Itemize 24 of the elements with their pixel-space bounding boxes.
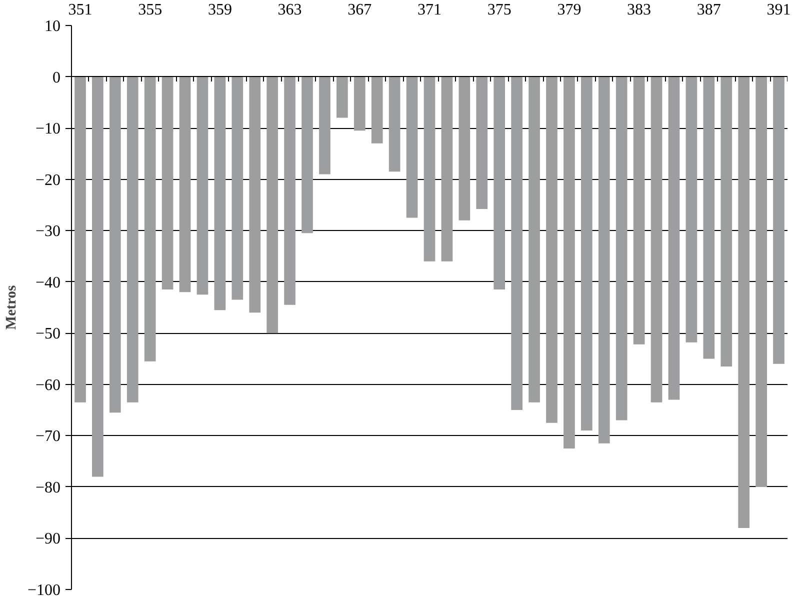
- x-tick-label: 387: [696, 2, 721, 18]
- x-tick-label: 375: [487, 2, 512, 18]
- y-axis-title: Metros: [3, 284, 20, 330]
- y-tick-label: −10: [35, 120, 61, 138]
- y-tick-label: −100: [27, 582, 61, 599]
- y-tick-label: −60: [35, 376, 61, 394]
- y-tick-label: −90: [35, 530, 61, 548]
- x-tick-label: 383: [627, 2, 652, 18]
- x-tick-label: 379: [557, 2, 582, 18]
- x-tick-label: 371: [418, 2, 442, 18]
- x-tick-label: 367: [348, 2, 372, 18]
- y-tick-label: −50: [35, 326, 61, 343]
- y-tick-label: 0: [52, 69, 60, 86]
- x-tick-label: 355: [138, 2, 162, 18]
- y-tick-label: −40: [35, 274, 61, 292]
- x-tick-label: 363: [278, 2, 302, 18]
- x-tick-label: 351: [68, 2, 92, 18]
- y-tick-label: −70: [35, 428, 61, 446]
- y-tick-label: −80: [35, 479, 61, 496]
- x-tick-label: 391: [766, 2, 791, 18]
- x-tick-label: 359: [208, 2, 232, 18]
- y-tick-label: −30: [35, 223, 61, 240]
- y-tick-label: −20: [35, 172, 61, 189]
- y-tick-label: 10: [44, 18, 60, 35]
